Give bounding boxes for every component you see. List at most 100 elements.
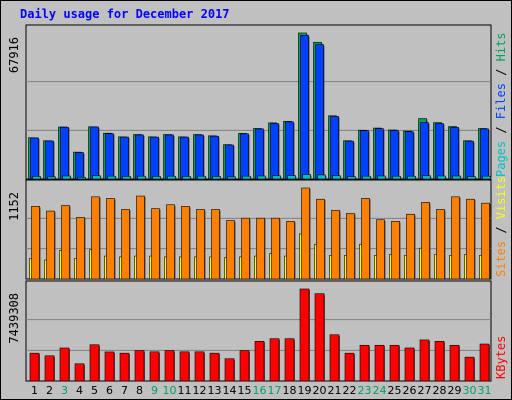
bar-kbytes-day-1 — [29, 352, 40, 382]
bar-pages-day-19 — [302, 174, 311, 180]
bar-kbytes-day-17 — [269, 338, 280, 382]
bar-sites-day-14 — [226, 220, 235, 280]
bar-kbytes-day-11 — [179, 351, 190, 382]
bar-files-day-14 — [225, 144, 234, 180]
bar-pages-day-2 — [47, 176, 56, 180]
chart-title: Daily usage for December 2017 — [20, 7, 230, 21]
bar-files-day-19 — [300, 35, 309, 180]
bar-kbytes-day-16 — [254, 341, 265, 382]
bar-kbytes-day-18 — [284, 338, 295, 382]
bar-kbytes-day-2 — [44, 355, 55, 382]
day-label-16: 16 — [253, 384, 267, 397]
bar-sites-day-13 — [211, 209, 220, 280]
bar-sites-day-1 — [31, 206, 40, 280]
bar-files-day-4 — [75, 152, 84, 180]
bar-sites-day-4 — [76, 217, 85, 280]
day-label-25: 25 — [388, 384, 402, 397]
bar-kbytes-day-14 — [224, 358, 235, 382]
bar-sites-day-28 — [436, 209, 445, 280]
bar-pages-day-3 — [62, 175, 71, 180]
bar-files-day-7 — [120, 136, 129, 180]
bar-files-day-12 — [195, 134, 204, 180]
bar-pages-day-6 — [107, 175, 116, 180]
bar-files-day-29 — [450, 127, 459, 180]
bar-pages-day-22 — [347, 176, 356, 180]
bar-pages-day-11 — [182, 176, 191, 180]
legend-part-1: / — [494, 119, 508, 141]
bar-pages-day-13 — [212, 176, 221, 180]
bar-kbytes-day-12 — [194, 351, 205, 382]
bar-kbytes-day-22 — [344, 352, 355, 382]
bar-files-day-18 — [285, 121, 294, 180]
bar-sites-day-5 — [91, 196, 100, 280]
bar-sites-day-10 — [166, 204, 175, 280]
bar-kbytes-day-30 — [464, 356, 475, 382]
bar-kbytes-day-28 — [434, 341, 445, 382]
bar-files-day-11 — [180, 136, 189, 180]
bar-pages-day-9 — [152, 176, 161, 180]
bar-kbytes-day-15 — [239, 350, 250, 382]
bar-sites-day-20 — [316, 198, 325, 280]
bar-pages-day-31 — [482, 175, 491, 180]
legend-part-0: KBytes — [494, 336, 508, 379]
bar-pages-day-28 — [437, 175, 446, 180]
bar-pages-day-7 — [122, 176, 131, 180]
bar-files-day-13 — [210, 135, 219, 180]
day-label-2: 2 — [46, 384, 53, 397]
bar-sites-day-26 — [406, 213, 415, 280]
bar-sites-day-8 — [136, 195, 145, 280]
bar-pages-day-18 — [287, 175, 296, 180]
bar-pages-day-17 — [272, 175, 281, 180]
bar-sites-day-27 — [421, 202, 430, 280]
bar-sites-day-22 — [346, 213, 355, 280]
day-label-22: 22 — [343, 384, 357, 397]
day-label-6: 6 — [106, 384, 113, 397]
bar-files-day-30 — [465, 140, 474, 180]
day-label-8: 8 — [136, 384, 143, 397]
day-label-9: 9 — [151, 384, 158, 397]
bar-files-day-23 — [360, 130, 369, 180]
bar-sites-day-6 — [106, 198, 115, 280]
bar-pages-day-15 — [242, 175, 251, 180]
bar-files-day-8 — [135, 134, 144, 180]
bar-kbytes-day-29 — [449, 344, 460, 382]
bar-sites-day-30 — [466, 198, 475, 280]
day-label-30: 30 — [463, 384, 477, 397]
day-label-11: 11 — [178, 384, 192, 397]
bar-files-day-26 — [405, 131, 414, 180]
day-label-4: 4 — [76, 384, 83, 397]
panel-1-legend: Pages / Files / Hits — [494, 32, 508, 177]
bar-pages-day-30 — [467, 176, 476, 180]
bar-files-day-27 — [420, 122, 429, 180]
bar-pages-day-25 — [392, 175, 401, 180]
bar-pages-day-10 — [167, 175, 176, 180]
day-label-26: 26 — [403, 384, 417, 397]
day-label-21: 21 — [328, 384, 342, 397]
day-label-5: 5 — [91, 384, 98, 397]
legend-part-4: Hits — [494, 32, 508, 61]
bar-kbytes-day-10 — [164, 350, 175, 382]
panel-2-max-label: 1152 — [7, 192, 21, 221]
day-label-13: 13 — [208, 384, 222, 397]
bar-kbytes-day-20 — [314, 293, 325, 382]
day-label-10: 10 — [163, 384, 177, 397]
bar-kbytes-day-24 — [374, 344, 385, 382]
bar-files-day-25 — [390, 130, 399, 180]
bar-sites-day-24 — [376, 219, 385, 280]
bar-kbytes-day-4 — [74, 363, 85, 382]
bar-kbytes-day-26 — [404, 347, 415, 382]
bar-pages-day-27 — [422, 175, 431, 180]
bar-sites-day-25 — [391, 221, 400, 280]
bar-pages-day-5 — [92, 175, 101, 180]
bar-kbytes-day-3 — [59, 347, 70, 382]
day-label-7: 7 — [121, 384, 128, 397]
bar-pages-day-20 — [317, 174, 326, 180]
day-label-12: 12 — [193, 384, 207, 397]
legend-part-0: Pages — [494, 141, 508, 177]
bar-sites-day-31 — [481, 202, 490, 280]
day-label-23: 23 — [358, 384, 372, 397]
day-label-24: 24 — [373, 384, 387, 397]
bar-files-day-16 — [255, 128, 264, 180]
bar-pages-day-1 — [32, 176, 41, 180]
